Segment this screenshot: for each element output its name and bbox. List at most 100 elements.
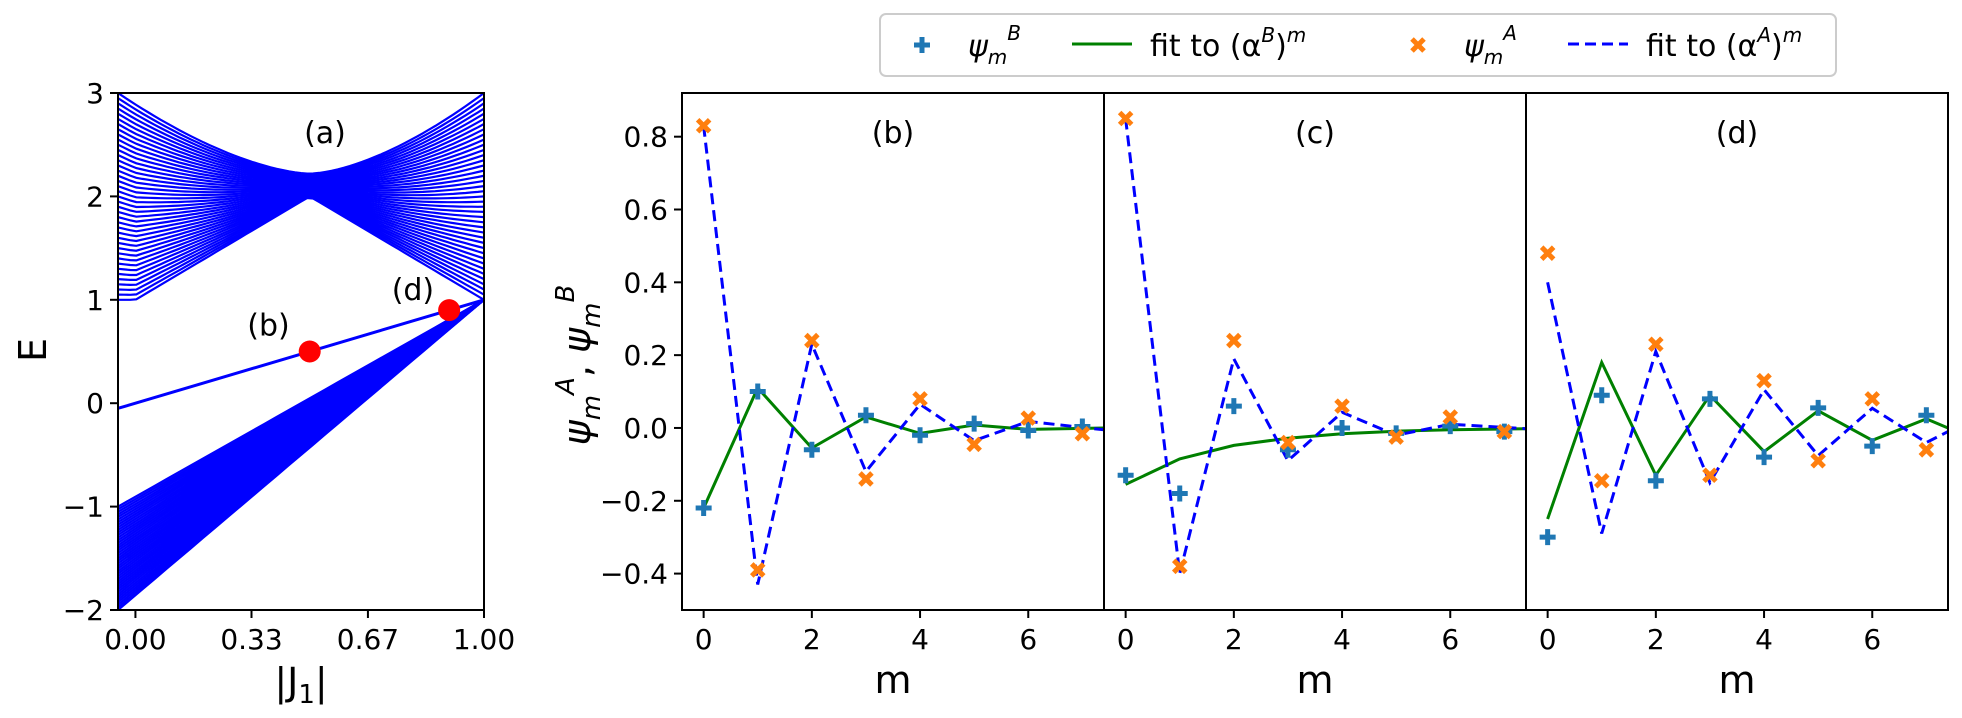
legend-label-psiB: ψmB <box>968 21 1021 69</box>
legend-label-fitB: fit to (αB)m <box>1150 23 1306 64</box>
psiA-point <box>858 471 874 487</box>
point-d <box>438 299 461 322</box>
psiA-point <box>804 332 820 349</box>
x-tick-label: 4 <box>1333 623 1351 656</box>
y-tick-label: 0.2 <box>623 339 668 372</box>
x-axis-label: m <box>874 658 911 702</box>
psiB-point <box>1647 472 1664 489</box>
psiB-point <box>749 383 766 400</box>
psiA-point <box>1117 110 1134 127</box>
panel-label: (c) <box>1295 116 1335 151</box>
psiA-point <box>1226 332 1242 349</box>
psiA-point <box>1702 467 1718 484</box>
psiA-point <box>1539 245 1556 261</box>
y-axis-label-psi: ψmA, ψmB <box>551 285 607 446</box>
psiB-point <box>1442 418 1459 435</box>
y-tick-label: 2 <box>86 180 104 213</box>
fitB-line <box>702 385 1104 509</box>
panel-label: (d) <box>1716 116 1758 151</box>
psiA-point <box>1280 434 1296 451</box>
legend-label-fitA: fit to (αA)m <box>1646 23 1802 64</box>
axes-frame <box>681 92 1105 611</box>
fitA-line <box>1124 118 1526 574</box>
x-tick-label: 1.00 <box>453 623 515 656</box>
point-label-d: (d) <box>392 273 434 308</box>
psiB-point <box>1864 438 1881 455</box>
psiB-point <box>1593 387 1610 404</box>
psiA-point <box>1756 372 1772 389</box>
legend-frame <box>879 13 1837 77</box>
axes-frame <box>1103 92 1527 611</box>
x-tick-label: 0 <box>1117 623 1135 656</box>
psiB-point <box>1225 398 1242 415</box>
panel-b: (b) 0 2 4 6 m −0.4 −0.2 0.0 0.2 0.4 0.6 0.8 <box>600 92 1105 702</box>
x-tick-label: 4 <box>911 623 929 656</box>
y-tick-label: −0.4 <box>600 558 668 591</box>
x-tick-label: 0 <box>1539 623 1557 656</box>
y-tick-label: −2 <box>63 594 104 627</box>
point-b <box>298 340 321 363</box>
legend-marker-psiB <box>914 37 930 53</box>
x-axis-label: |J1| <box>274 660 327 710</box>
psiB-point <box>695 500 712 517</box>
x-tick-label: 2 <box>1225 623 1243 656</box>
band-lines <box>118 93 484 610</box>
x-axis-label: m <box>1296 658 1333 702</box>
psiB-point <box>857 407 874 424</box>
y-tick-label: 0.4 <box>623 266 668 299</box>
y-tick-label: 1 <box>86 284 104 317</box>
x-tick-label: 6 <box>1863 623 1881 656</box>
psiA-point <box>1918 442 1935 458</box>
axes-frame <box>117 92 485 611</box>
psiB-point <box>1701 390 1718 407</box>
y-axis-label: E <box>11 338 55 362</box>
psiA-point <box>1020 410 1037 426</box>
psiA-point <box>1864 391 1881 407</box>
psiB-point <box>1756 449 1773 466</box>
x-tick-label: 0 <box>695 623 713 656</box>
point-label-b: (b) <box>247 309 289 344</box>
psiB-point <box>912 427 929 444</box>
y-tick-label: 0 <box>86 387 104 420</box>
psiA-point <box>749 562 766 578</box>
x-tick-label: 0.67 <box>337 623 399 656</box>
y-tick-label: 3 <box>86 77 104 110</box>
x-tick-label: 2 <box>1647 623 1665 656</box>
upper-band-line <box>118 93 484 175</box>
fitA-line <box>702 125 1104 585</box>
axes-frame <box>1525 92 1949 611</box>
psiA-point <box>1171 558 1188 575</box>
x-tick-label: 2 <box>803 623 821 656</box>
psiA-point <box>695 118 712 134</box>
psiA-point <box>1496 423 1513 440</box>
psiA-point <box>1648 336 1664 352</box>
psiB-point <box>1171 485 1188 502</box>
psiB-point <box>1539 529 1556 546</box>
panel-label: (a) <box>304 116 346 151</box>
panel-c: (c) 0 2 4 6 m <box>1103 92 1527 702</box>
legend-marker-psiA <box>1410 37 1426 53</box>
psiB-point <box>1334 419 1351 436</box>
x-tick-label: 6 <box>1441 623 1459 656</box>
lower-band-line <box>118 298 484 610</box>
x-tick-label: 0.33 <box>220 623 282 656</box>
psiB-point <box>1117 467 1134 484</box>
psiB-point <box>1918 407 1935 424</box>
y-tick-label: −1 <box>63 491 104 524</box>
psiA-point <box>1074 426 1091 442</box>
psiA-point <box>1593 472 1610 489</box>
panel-d: (d) 0 2 4 6 m <box>1525 92 1949 702</box>
panel-a: (b) (d) (a) 0.00 0.33 0.67 1.00 −2 −1 0 1 2 3 E |J1| <box>11 77 515 710</box>
legend: ψmB fit to (αB)m ψmA fit to (αA)m <box>879 13 1837 77</box>
x-tick-label: 4 <box>1755 623 1773 656</box>
legend-label-psiA: ψmA <box>1464 21 1517 69</box>
psiB-point <box>803 441 820 458</box>
panel-label: (b) <box>872 116 914 151</box>
y-tick-label: −0.2 <box>600 485 668 518</box>
psiA-point <box>1810 452 1826 469</box>
y-tick-label: 0.8 <box>623 121 668 154</box>
psiA-point <box>966 436 982 453</box>
psiB-point <box>966 415 983 432</box>
x-tick-label: 0.00 <box>104 623 166 656</box>
